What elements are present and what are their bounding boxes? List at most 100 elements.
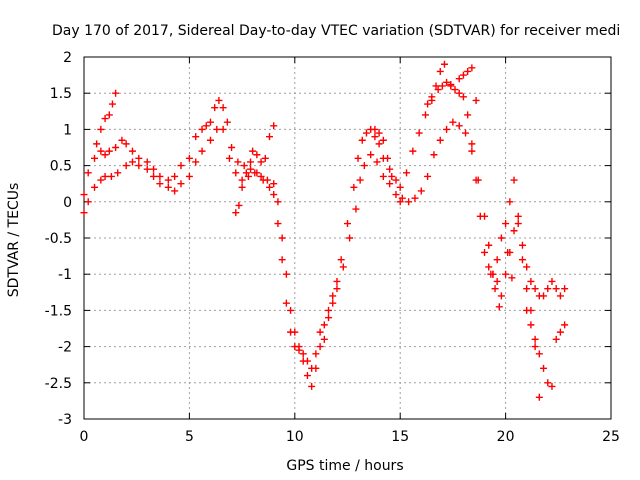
data-point [164, 176, 172, 184]
data-point [247, 158, 255, 166]
data-point [282, 270, 290, 278]
data-point [459, 71, 467, 79]
data-point [219, 104, 227, 112]
data-point [502, 220, 510, 228]
data-point [238, 183, 246, 191]
data-point [325, 306, 333, 314]
x-tick-label: 10 [286, 429, 304, 445]
chart-title: Day 170 of 2017, Sidereal Day-to-day VTE… [52, 23, 620, 39]
data-point [223, 118, 231, 126]
data-point [535, 393, 543, 401]
data-point [257, 158, 265, 166]
data-point [93, 140, 101, 148]
data-point [360, 162, 368, 170]
data-point [213, 125, 221, 133]
data-point [544, 379, 552, 387]
axis-ticks: 0 5 10 15 20 25 -3 -2.5 -2 -1.5 -1 -0.5 0 0.5 1 1.5 2 [45, 50, 620, 445]
data-point [386, 165, 394, 173]
y-tick-label: -2 [58, 340, 72, 356]
data-point [251, 169, 259, 177]
data-point [108, 100, 116, 108]
x-tick-label: 0 [80, 429, 89, 445]
data-point [375, 140, 383, 148]
data-point [352, 205, 360, 213]
data-point [514, 220, 522, 228]
data-point [523, 306, 531, 314]
data-point [421, 111, 429, 119]
data-point [114, 169, 122, 177]
data-point [333, 277, 341, 285]
data-point [242, 169, 250, 177]
data-point [177, 180, 185, 188]
data-point [449, 118, 457, 126]
data-point [464, 111, 472, 119]
data-point [143, 158, 151, 166]
x-tick-label: 5 [185, 429, 194, 445]
series-0 [80, 78, 569, 372]
data-point [112, 89, 120, 97]
data-point [468, 64, 476, 72]
data-point [238, 176, 246, 184]
data-point [219, 125, 227, 133]
data-point [432, 82, 440, 90]
data-point [274, 220, 282, 228]
data-point [485, 263, 493, 271]
data-point [101, 115, 109, 123]
data-point [495, 303, 503, 311]
data-point [97, 125, 105, 133]
data-point [128, 158, 136, 166]
data-point [497, 292, 505, 300]
data-point [548, 277, 556, 285]
y-tick-label: 0 [63, 195, 72, 211]
data-point [247, 165, 255, 173]
x-tick-label: 20 [497, 429, 515, 445]
data-point [274, 198, 282, 206]
data-point [514, 212, 522, 220]
data-point [518, 241, 526, 249]
data-point [398, 194, 406, 202]
data-point [455, 122, 463, 130]
data-point [392, 176, 400, 184]
y-tick-label: 1.5 [50, 86, 72, 102]
data-point [135, 154, 143, 162]
data-point [308, 382, 316, 390]
data-point [91, 154, 99, 162]
data-point [266, 183, 274, 191]
data-point [135, 162, 143, 170]
data-point [531, 335, 539, 343]
data-point [396, 183, 404, 191]
data-point [430, 151, 438, 159]
data-point [540, 292, 548, 300]
x-tick-label: 25 [602, 429, 620, 445]
gridlines [84, 57, 611, 419]
y-tick-label: -1.5 [45, 303, 72, 319]
data-point [434, 86, 442, 94]
data-point [202, 122, 210, 130]
data-point [379, 136, 387, 144]
data-point [417, 187, 425, 195]
y-tick-label: 2 [63, 50, 72, 66]
data-point [506, 198, 514, 206]
y-tick-label: 0.5 [50, 159, 72, 175]
data-point [329, 299, 337, 307]
data-point [257, 172, 265, 180]
data-point [350, 183, 358, 191]
data-point [462, 129, 470, 137]
data-point [156, 172, 164, 180]
data-point [396, 198, 404, 206]
data-point [101, 172, 109, 180]
data-point [356, 176, 364, 184]
data-point [84, 169, 92, 177]
data-point [287, 306, 295, 314]
data-point [91, 183, 99, 191]
data-point [232, 169, 240, 177]
data-point [493, 256, 501, 264]
y-tick-label: -3 [58, 412, 72, 428]
data-point [295, 343, 303, 351]
data-point [508, 274, 516, 282]
data-point [409, 147, 417, 155]
data-point [464, 67, 472, 75]
data-point [270, 180, 278, 188]
data-point [362, 129, 370, 137]
data-point [240, 162, 248, 170]
